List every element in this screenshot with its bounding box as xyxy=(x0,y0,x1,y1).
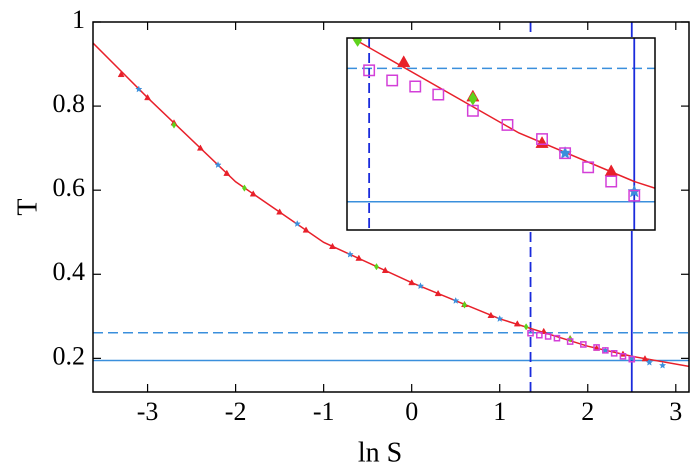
y-tick-label: 1 xyxy=(72,5,85,34)
triangle-marker xyxy=(487,311,495,318)
triangle-marker xyxy=(397,55,411,68)
triangle-marker xyxy=(328,19,340,30)
square-marker xyxy=(582,161,595,174)
square-marker xyxy=(409,80,422,93)
triangle-marker xyxy=(223,169,231,176)
diamond-marker xyxy=(462,301,467,309)
triangle-marker xyxy=(434,289,442,297)
y-tick-label: 0.6 xyxy=(53,173,86,202)
triangle-marker xyxy=(663,187,675,198)
triangle-marker xyxy=(276,208,284,215)
triangle-marker xyxy=(117,70,125,78)
star-marker xyxy=(416,282,425,290)
diamond-marker xyxy=(523,323,529,331)
square-marker xyxy=(553,334,561,342)
plot-frame xyxy=(92,21,690,393)
square-marker xyxy=(628,189,641,202)
star-marker xyxy=(645,358,654,366)
star-marker xyxy=(674,205,686,217)
star-marker xyxy=(658,361,667,369)
square-marker xyxy=(536,331,543,339)
y-tick-label: 0.8 xyxy=(53,89,86,118)
x-tick-label: 2 xyxy=(581,397,594,426)
square-marker xyxy=(619,352,627,360)
triangle-marker xyxy=(328,242,336,250)
square-marker xyxy=(602,347,609,354)
square-marker xyxy=(527,329,534,337)
square-marker xyxy=(610,350,618,357)
square-marker xyxy=(466,104,479,117)
x-tick-label: 3 xyxy=(669,397,682,426)
y-tick-label: 0.2 xyxy=(53,341,86,370)
star-marker xyxy=(293,219,301,227)
square-marker xyxy=(559,147,572,160)
square-marker xyxy=(628,355,636,363)
square-marker xyxy=(432,88,445,101)
square-marker xyxy=(566,338,574,345)
square-marker xyxy=(363,64,376,77)
x-tick-label: -1 xyxy=(313,397,335,426)
star-marker xyxy=(282,0,294,7)
square-marker xyxy=(580,341,587,348)
triangle-marker xyxy=(249,190,257,197)
x-tick-label: -3 xyxy=(137,397,159,426)
diamond-marker xyxy=(374,263,379,271)
inset-background xyxy=(346,37,656,231)
star-marker xyxy=(214,161,222,169)
diamond-marker xyxy=(353,38,363,47)
square-marker xyxy=(605,175,618,188)
star-marker xyxy=(451,296,460,304)
square-marker xyxy=(386,74,399,87)
square-marker xyxy=(501,118,514,131)
diamond-marker xyxy=(171,121,177,129)
diamond-marker xyxy=(242,184,247,192)
star-marker xyxy=(346,250,354,258)
y-axis-label: T xyxy=(12,198,43,215)
triangle-marker xyxy=(408,278,416,286)
inset-frame xyxy=(346,37,656,231)
y-tick-label: 0.4 xyxy=(53,257,86,286)
square-marker xyxy=(593,344,600,351)
x-axis-label: ln S xyxy=(358,437,402,468)
triangle-marker xyxy=(381,266,389,273)
star-marker xyxy=(135,85,143,93)
triangle-marker xyxy=(302,226,310,233)
square-marker xyxy=(536,133,548,146)
triangle-marker xyxy=(513,320,521,327)
triangle-marker xyxy=(144,93,152,101)
triangle-marker xyxy=(641,355,649,362)
triangle-marker xyxy=(196,144,204,151)
square-marker xyxy=(544,333,552,340)
star-marker xyxy=(496,314,504,323)
x-tick-label: 0 xyxy=(405,397,418,426)
x-tick-label: -2 xyxy=(225,397,247,426)
triangle-marker xyxy=(355,254,363,261)
x-tick-label: 1 xyxy=(493,397,506,426)
fit-curve xyxy=(350,38,655,189)
